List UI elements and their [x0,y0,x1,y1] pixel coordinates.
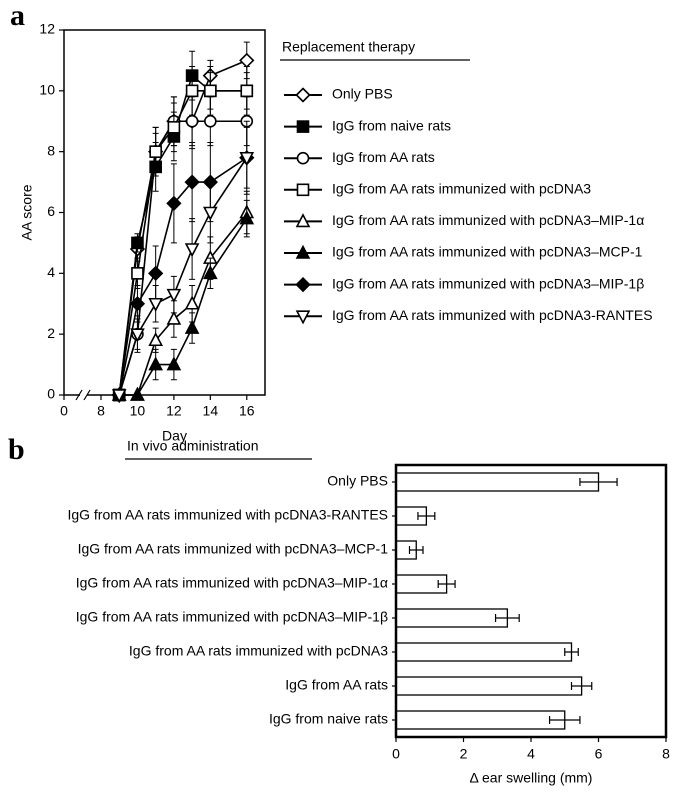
marker [130,328,145,343]
x-tick-label: 8 [97,403,105,419]
legend-marker [296,120,310,133]
marker [184,174,200,190]
marker [148,297,163,312]
marker [204,84,217,98]
error-bar [564,648,579,656]
error-bar [548,716,581,724]
y-tick-label: 8 [47,142,55,158]
x-tick-label: 2 [460,746,468,762]
category-label: Only PBS [327,473,388,489]
bar [395,642,573,662]
y-tick-label: 12 [39,21,55,37]
category-label: IgG from AA rats immunized with pcDNA3–M… [76,609,388,625]
marker [203,265,218,280]
x-axis-label: Day [162,428,187,444]
x-tick-label: 4 [527,746,535,762]
x-tick-label: 6 [595,746,603,762]
error-bar [408,546,424,554]
marker [148,265,164,281]
marker [148,356,163,371]
y-tick-label: 6 [47,203,55,219]
error-bar [494,614,520,622]
marker [166,195,182,212]
marker [185,114,199,128]
chart-title: In vivo administration [127,438,259,454]
panel-label: b [8,433,25,466]
error-bar [417,512,436,520]
y-tick-label: 0 [47,386,55,402]
marker [166,288,182,303]
y-tick-label: 10 [39,82,55,98]
panel-label: a [10,0,25,32]
marker [131,267,144,280]
bar [395,676,583,696]
marker [166,356,182,371]
legend-marker [295,310,311,325]
category-label: IgG from AA rats immunized with pcDNA3–M… [76,575,388,591]
x-axis-label: Δ ear swelling (mm) [470,770,593,786]
marker [239,52,255,69]
x-tick-label: 16 [239,403,255,419]
y-axis-label: AA score [19,184,35,240]
x-tick-label: 12 [166,403,182,419]
legend-label: IgG from AA rats immunized with pcDNA3–M… [332,212,644,228]
bar [395,710,566,730]
category-label: IgG from AA rats [285,677,388,693]
marker [239,151,255,166]
plot-frame [394,463,668,739]
marker [203,206,218,221]
bar [395,608,509,628]
marker [239,210,255,225]
legend-marker [295,87,311,103]
marker [149,145,162,158]
marker [131,236,144,250]
axis-break [83,389,91,401]
legend-label: IgG from AA rats [332,149,435,165]
y-tick-label: 2 [47,325,55,341]
marker [129,296,146,312]
y-tick-label: 4 [47,264,55,280]
legend-marker [295,244,311,259]
x-tick-label: 10 [130,403,146,419]
legend-label: IgG from AA rats immunized with pcDNA3-R… [332,307,653,323]
x-tick-label: 14 [203,403,219,419]
marker [148,332,163,347]
plot-frame [63,29,266,396]
marker [204,114,217,128]
marker [240,84,254,98]
marker [167,121,181,134]
error-bar [437,580,456,588]
category-label: IgG from AA rats immunized with pcDNA3–M… [78,541,389,557]
marker [184,319,200,334]
legend-title: Replacement therapy [282,39,415,55]
legend-label: IgG from AA rats immunized with pcDNA3 [332,181,591,197]
error-bar [570,682,593,690]
bar [395,472,600,492]
legend-label: IgG from AA rats immunized with pcDNA3–M… [332,244,643,260]
category-label: IgG from naive rats [269,711,388,727]
marker [184,295,200,310]
marker [130,386,145,401]
axis-break [75,389,83,401]
marker [166,310,182,325]
legend-label: Only PBS [332,86,393,102]
legend-label: IgG from naive rats [332,117,451,133]
marker [111,389,127,404]
x-tick-label: 0 [392,746,400,762]
axis-break-gap [80,390,87,400]
marker [185,84,199,98]
legend-label: IgG from AA rats immunized with pcDNA3–M… [332,275,644,291]
category-label: IgG from AA rats immunized with pcDNA3 [129,643,388,659]
x-tick-label: 0 [60,403,68,419]
error-bar [579,478,618,486]
legend-marker [296,183,310,197]
legend-marker [295,213,311,228]
category-label: IgG from AA rats immunized with pcDNA3-R… [67,507,388,523]
legend-marker [295,276,311,293]
marker [184,243,200,258]
legend-marker [296,151,310,165]
x-tick-label: 8 [662,746,670,762]
